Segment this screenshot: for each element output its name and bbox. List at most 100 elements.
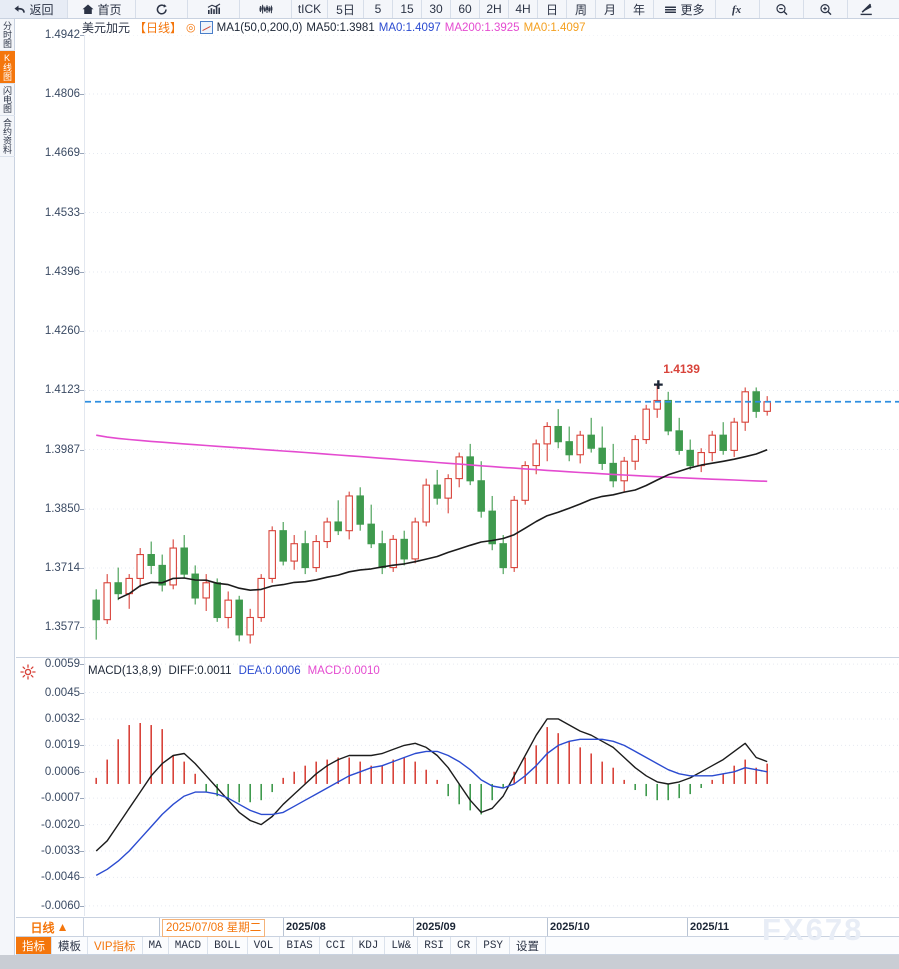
indicator-tab-lw[interactable]: LW& (385, 937, 419, 954)
toolbar-item-more[interactable]: 更多 (654, 0, 716, 18)
indicator-tab-ma[interactable]: MA (143, 937, 169, 954)
toolbar-item-home[interactable]: 首页 (68, 0, 136, 18)
macd-macd-value: MACD:0.0010 (307, 665, 380, 677)
sidebar-item-time-share[interactable]: 分时图 (0, 19, 15, 51)
price-y-tick (80, 390, 84, 392)
toolbar-item-label: 5日 (336, 2, 355, 17)
indicator-tab-label: BOLL (214, 939, 241, 952)
ma-chart-icon[interactable] (199, 21, 213, 34)
price-y-tick (80, 271, 84, 273)
indicator-tab-kdj[interactable]: KDJ (353, 937, 386, 954)
ma200-value: MA200:1.3925 (444, 21, 520, 34)
macd-y-tick (80, 850, 84, 852)
macd-y-tick (80, 877, 84, 879)
indicator-tab-psy[interactable]: PSY (477, 937, 511, 954)
ma50-value: MA50:1.3981 (306, 21, 375, 34)
period-selector[interactable]: 日线 ▲ (16, 918, 84, 936)
indicator-tab-label: VIP指标 (94, 940, 136, 953)
indicator-tab-bias[interactable]: BIAS (280, 937, 320, 954)
indicator-tab-rsi[interactable]: RSI (418, 937, 452, 954)
period-selector-arrow: ▲ (56, 920, 69, 934)
price-y-tick (80, 94, 84, 96)
indicator-tab-label: RSI (424, 939, 445, 952)
toolbar-item-label: 更多 (680, 2, 705, 17)
price-y-tick-label: 1.3987 (44, 443, 80, 456)
macd-y-tick-label: -0.0046 (40, 871, 80, 884)
crosshair-icon[interactable]: ◎ (186, 22, 196, 34)
macd-plot-area[interactable] (84, 658, 899, 916)
candlestick-icon (259, 4, 272, 13)
indicator-tab-vip-indicators[interactable]: VIP指标 (88, 937, 143, 954)
toolbar-item-h2[interactable]: 2H (480, 0, 509, 18)
indicator-tab-cci[interactable]: CCI (320, 937, 353, 954)
toolbar-item-candle-style[interactable] (240, 0, 292, 18)
price-y-tick-label: 1.4396 (44, 265, 80, 278)
sidebar-item-lightning[interactable]: 闪电图 (0, 84, 15, 116)
indicator-tab-cr[interactable]: CR (451, 937, 478, 954)
indicator-tab-indicators[interactable]: 指标 (16, 937, 52, 954)
indicator-tab-macd[interactable]: MACD (169, 937, 209, 954)
toolbar-item-zoom-in[interactable] (804, 0, 848, 18)
toolbar-item-chart-style[interactable] (188, 0, 240, 18)
toolbar-item-week[interactable]: 周 (567, 0, 596, 18)
price-y-tick (80, 331, 84, 333)
date-axis-label: 2025/09 (413, 918, 456, 936)
macd-y-tick (80, 664, 84, 666)
macd-y-tick-label: -0.0007 (40, 792, 80, 805)
price-y-tick (80, 212, 84, 214)
macd-y-tick-label: -0.0020 (40, 818, 80, 831)
svg-text:fx: fx (732, 4, 742, 16)
macd-y-tick-label: -0.0060 (40, 899, 80, 912)
indicator-tab-templates[interactable]: 模板 (52, 937, 88, 954)
indicator-tab-label: 模板 (58, 940, 81, 953)
macd-y-tick (80, 745, 84, 747)
toolbar-item-label: 月 (603, 2, 616, 17)
sun-settings-icon[interactable] (20, 664, 36, 680)
symbol-name: 美元加元 (82, 21, 131, 35)
price-y-tick-label: 1.4669 (44, 147, 80, 160)
indicator-tab-label: CCI (325, 939, 346, 952)
toolbar-item-m60[interactable]: 60 (451, 0, 480, 18)
toolbar-item-label: 首页 (97, 2, 122, 17)
toolbar-item-month[interactable]: 月 (596, 0, 625, 18)
macd-y-tick (80, 771, 84, 773)
price-plot-area[interactable]: 1.4139 ✚ (84, 35, 899, 657)
toolbar-item-m15[interactable]: 15 (393, 0, 422, 18)
sidebar-item-kline[interactable]: K线图 (0, 51, 15, 84)
toolbar-item-zoom-out[interactable] (760, 0, 804, 18)
toolbar-item-tick[interactable]: tICK (292, 0, 328, 18)
price-y-tick-label: 1.4123 (44, 384, 80, 397)
indicator-tab-label: PSY (483, 939, 504, 952)
macd-pane[interactable]: MACD(13,8,9) DIFF:0.0011 DEA:0.0006 MACD… (16, 658, 899, 916)
macd-diff-value: DIFF:0.0011 (168, 665, 232, 677)
price-y-tick (80, 568, 84, 570)
price-y-tick (80, 35, 84, 36)
toolbar-item-h4[interactable]: 4H (509, 0, 538, 18)
toolbar-item-five-day[interactable]: 5日 (328, 0, 364, 18)
sidebar-item-contract-info[interactable]: 合约资料 (0, 116, 15, 157)
toolbar-item-fx[interactable]: fx (716, 0, 760, 18)
macd-y-tick-label: 0.0019 (44, 739, 80, 752)
price-y-tick-label: 1.4942 (44, 29, 80, 41)
toolbar-item-draw[interactable] (848, 0, 884, 18)
toolbar-item-year[interactable]: 年 (625, 0, 654, 18)
toolbar-item-label: tICK (297, 2, 322, 16)
toolbar-item-label: 5 (374, 2, 382, 16)
macd-y-tick-label: 0.0032 (44, 712, 80, 725)
toolbar-item-label: 30 (429, 2, 443, 16)
indicator-tab-boll[interactable]: BOLL (208, 937, 248, 954)
price-chart-pane[interactable]: 1.4942 1.4806 1.4669 1.4533 1.4396 1.4260 1.41… (16, 29, 899, 657)
date-tooltip: 2025/07/08 星期二 (162, 919, 266, 937)
indicator-tab-vol[interactable]: VOL (248, 937, 281, 954)
toolbar-item-refresh[interactable] (136, 0, 188, 18)
zoom-in-icon (819, 3, 831, 15)
indicator-tab-bar: 指标 模板 VIP指标 MA MACD BOLL VOL BIAS CCI KDJ LW& RSI CR… (16, 937, 899, 955)
toolbar-item-m30[interactable]: 30 (422, 0, 451, 18)
pane-divider (16, 657, 899, 658)
toolbar-item-m5[interactable]: 5 (364, 0, 393, 18)
toolbar-item-day[interactable]: 日 (538, 0, 567, 18)
macd-y-tick (80, 692, 84, 694)
date-axis-label: 2025/10 (547, 918, 590, 936)
indicator-tab-settings[interactable]: 设置 (510, 937, 547, 954)
toolbar-item-back[interactable]: 返回 (0, 0, 68, 18)
